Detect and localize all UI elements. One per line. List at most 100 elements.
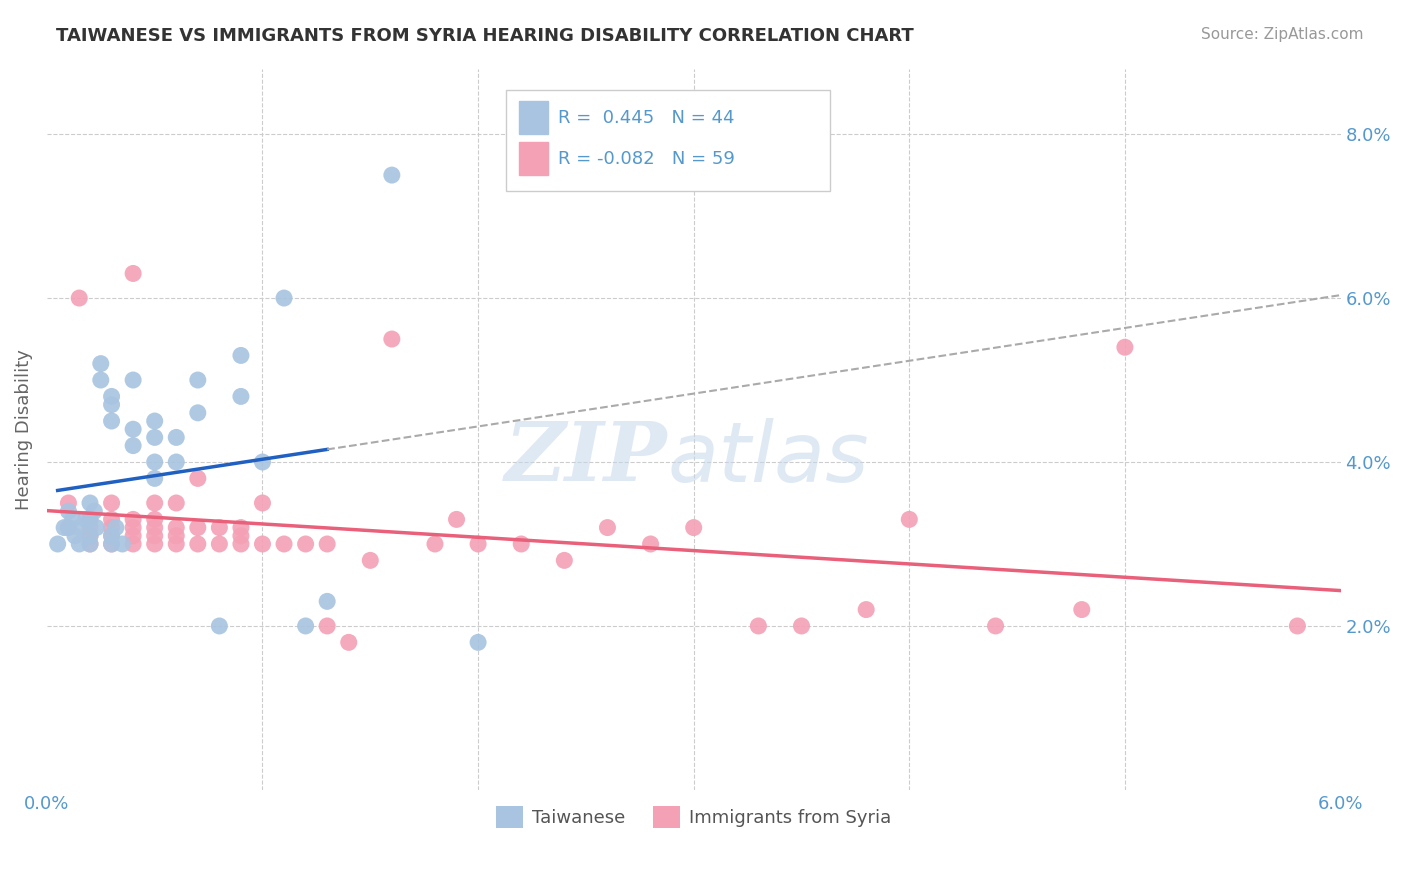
Point xyxy=(79,529,101,543)
Point xyxy=(229,520,252,534)
Point xyxy=(187,537,209,551)
Point xyxy=(100,496,122,510)
Point xyxy=(898,512,921,526)
Point xyxy=(143,512,166,526)
Point xyxy=(229,537,252,551)
Point xyxy=(58,496,80,510)
Bar xyxy=(519,143,547,175)
Point xyxy=(122,439,145,453)
Point xyxy=(104,520,127,534)
Point xyxy=(143,529,166,543)
Point xyxy=(100,520,122,534)
Point xyxy=(79,537,101,551)
Point xyxy=(596,520,619,534)
Point xyxy=(53,520,76,534)
Point xyxy=(100,389,122,403)
Point xyxy=(122,373,145,387)
Point xyxy=(122,537,145,551)
Point xyxy=(316,619,339,633)
Point xyxy=(67,291,90,305)
Point xyxy=(252,455,274,469)
Point xyxy=(1070,602,1092,616)
Point xyxy=(208,537,231,551)
Point xyxy=(316,594,339,608)
Point xyxy=(143,471,166,485)
Point xyxy=(467,537,489,551)
Point xyxy=(122,422,145,436)
Point xyxy=(208,619,231,633)
Point xyxy=(165,537,187,551)
Text: atlas: atlas xyxy=(668,417,869,499)
Point xyxy=(446,512,468,526)
Point xyxy=(143,455,166,469)
Point xyxy=(273,537,295,551)
Point xyxy=(855,602,877,616)
Point xyxy=(58,520,80,534)
Point xyxy=(143,537,166,551)
Point xyxy=(187,373,209,387)
Bar xyxy=(519,102,547,134)
Point xyxy=(79,537,101,551)
Point xyxy=(165,529,187,543)
Point xyxy=(273,291,295,305)
Point xyxy=(143,414,166,428)
Text: R = -0.082   N = 59: R = -0.082 N = 59 xyxy=(558,150,735,168)
Point xyxy=(79,496,101,510)
Point xyxy=(359,553,381,567)
Point xyxy=(90,357,112,371)
Point xyxy=(63,529,86,543)
Point xyxy=(58,520,80,534)
Point xyxy=(381,168,404,182)
Point xyxy=(100,512,122,526)
Point xyxy=(67,520,90,534)
Point xyxy=(790,619,813,633)
Point xyxy=(79,529,101,543)
Point xyxy=(1286,619,1309,633)
Point xyxy=(467,635,489,649)
Point xyxy=(122,529,145,543)
Point xyxy=(187,520,209,534)
Point xyxy=(79,512,101,526)
Point xyxy=(294,537,316,551)
Point xyxy=(165,520,187,534)
Y-axis label: Hearing Disability: Hearing Disability xyxy=(15,349,32,509)
Point xyxy=(252,496,274,510)
Point xyxy=(100,537,122,551)
Point xyxy=(58,504,80,518)
Point xyxy=(111,537,134,551)
Point xyxy=(165,496,187,510)
Point xyxy=(122,520,145,534)
Point xyxy=(337,635,360,649)
Point xyxy=(100,529,122,543)
Point xyxy=(100,537,122,551)
Point xyxy=(984,619,1007,633)
Point xyxy=(100,398,122,412)
Point xyxy=(229,529,252,543)
Point xyxy=(510,537,533,551)
Point xyxy=(90,373,112,387)
Text: R =  0.445   N = 44: R = 0.445 N = 44 xyxy=(558,109,734,127)
Point xyxy=(294,619,316,633)
Point xyxy=(79,520,101,534)
Point xyxy=(187,471,209,485)
Point xyxy=(143,430,166,444)
Text: TAIWANESE VS IMMIGRANTS FROM SYRIA HEARING DISABILITY CORRELATION CHART: TAIWANESE VS IMMIGRANTS FROM SYRIA HEARI… xyxy=(56,27,914,45)
Point xyxy=(83,504,105,518)
Point xyxy=(381,332,404,346)
Point xyxy=(79,512,101,526)
Point xyxy=(229,348,252,362)
Point xyxy=(165,430,187,444)
Point xyxy=(75,512,97,526)
Point xyxy=(423,537,446,551)
Point xyxy=(100,414,122,428)
Point xyxy=(67,537,90,551)
Point xyxy=(252,537,274,551)
Point xyxy=(62,512,84,526)
Point xyxy=(747,619,769,633)
Text: Source: ZipAtlas.com: Source: ZipAtlas.com xyxy=(1201,27,1364,42)
Point xyxy=(1114,340,1136,354)
Point xyxy=(46,537,69,551)
Point xyxy=(553,553,575,567)
Point xyxy=(682,520,704,534)
Point xyxy=(640,537,662,551)
